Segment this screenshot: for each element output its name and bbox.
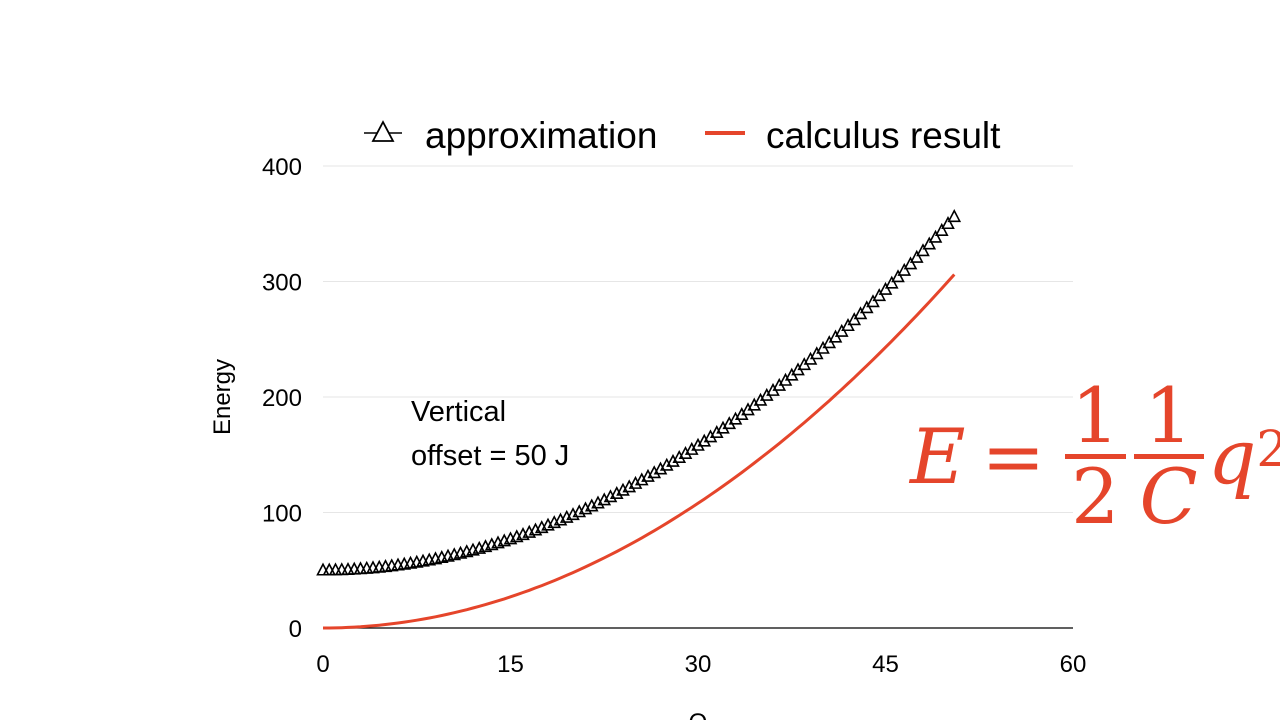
approximation-point <box>634 472 649 486</box>
formula-fraction-half: 1 2 <box>1065 371 1126 535</box>
approximation-point <box>653 461 668 475</box>
x-tick-label: 60 <box>1060 651 1087 678</box>
formula-lhs: E <box>910 412 966 501</box>
approximation-point <box>947 209 962 223</box>
approximation-point <box>628 475 643 489</box>
approximation-point <box>672 449 687 463</box>
approximation-point <box>866 294 880 308</box>
formula-den2: C <box>1133 454 1204 535</box>
y-tick-label: 300 <box>262 270 302 297</box>
formula-var: q <box>1207 412 1257 501</box>
approximation-point <box>909 249 924 263</box>
approximation-point <box>609 485 624 500</box>
approximation-point <box>666 453 680 467</box>
calculus-result-line <box>323 273 956 630</box>
approximation-point <box>603 489 618 503</box>
approximation-point <box>928 229 943 243</box>
x-tick-label: 0 <box>316 651 329 678</box>
y-tick-label: 0 <box>289 616 302 643</box>
x-tick-label: 15 <box>497 651 524 678</box>
approximation-point <box>941 216 955 230</box>
x-tick-label: 30 <box>685 651 712 678</box>
approximation-point <box>703 429 718 443</box>
x-tick-label: 45 <box>872 651 899 678</box>
y-tick-label: 400 <box>262 154 302 181</box>
legend: approximation calculus result <box>364 115 1001 156</box>
x-axis-label: Q <box>689 709 708 720</box>
offset-annotation-line1: Vertical <box>411 396 506 428</box>
approximation-point <box>697 433 712 447</box>
formula-equals: = <box>981 412 1046 501</box>
approximation-point <box>897 262 912 276</box>
formula-num2: 1 <box>1144 371 1193 460</box>
approximation-point <box>616 482 630 496</box>
approximation-point <box>891 269 905 283</box>
legend-triangle-icon <box>371 120 395 142</box>
approximation-point <box>691 437 705 451</box>
approximation-point <box>922 236 937 250</box>
approximation-point <box>659 457 674 471</box>
approximation-point <box>622 479 637 493</box>
formula-fraction-capacitance: 1 C <box>1133 371 1204 535</box>
legend-approximation-label: approximation <box>425 115 657 156</box>
approximation-point <box>678 445 693 459</box>
approximation-point <box>916 243 930 257</box>
y-axis-label: Energy <box>209 359 236 435</box>
approximation-point <box>709 425 724 439</box>
offset-annotation-line2: offset = 50 J <box>411 440 569 472</box>
y-tick-label: 200 <box>262 385 302 412</box>
approximation-point <box>934 222 949 236</box>
approximation-point <box>872 288 887 302</box>
approximation-point <box>859 300 874 314</box>
approximation-point <box>684 441 699 455</box>
approximation-point <box>884 275 899 289</box>
legend-calculus-label: calculus result <box>766 115 1001 156</box>
approximation-point <box>641 468 655 482</box>
approximation-point <box>647 465 662 479</box>
approximation-point <box>903 256 918 270</box>
approximation-point <box>878 281 893 295</box>
y-tick-label: 100 <box>262 501 302 528</box>
formula-exp: 2 <box>1256 419 1280 478</box>
formula-den1: 2 <box>1065 454 1126 535</box>
formula-num1: 1 <box>1071 371 1120 460</box>
